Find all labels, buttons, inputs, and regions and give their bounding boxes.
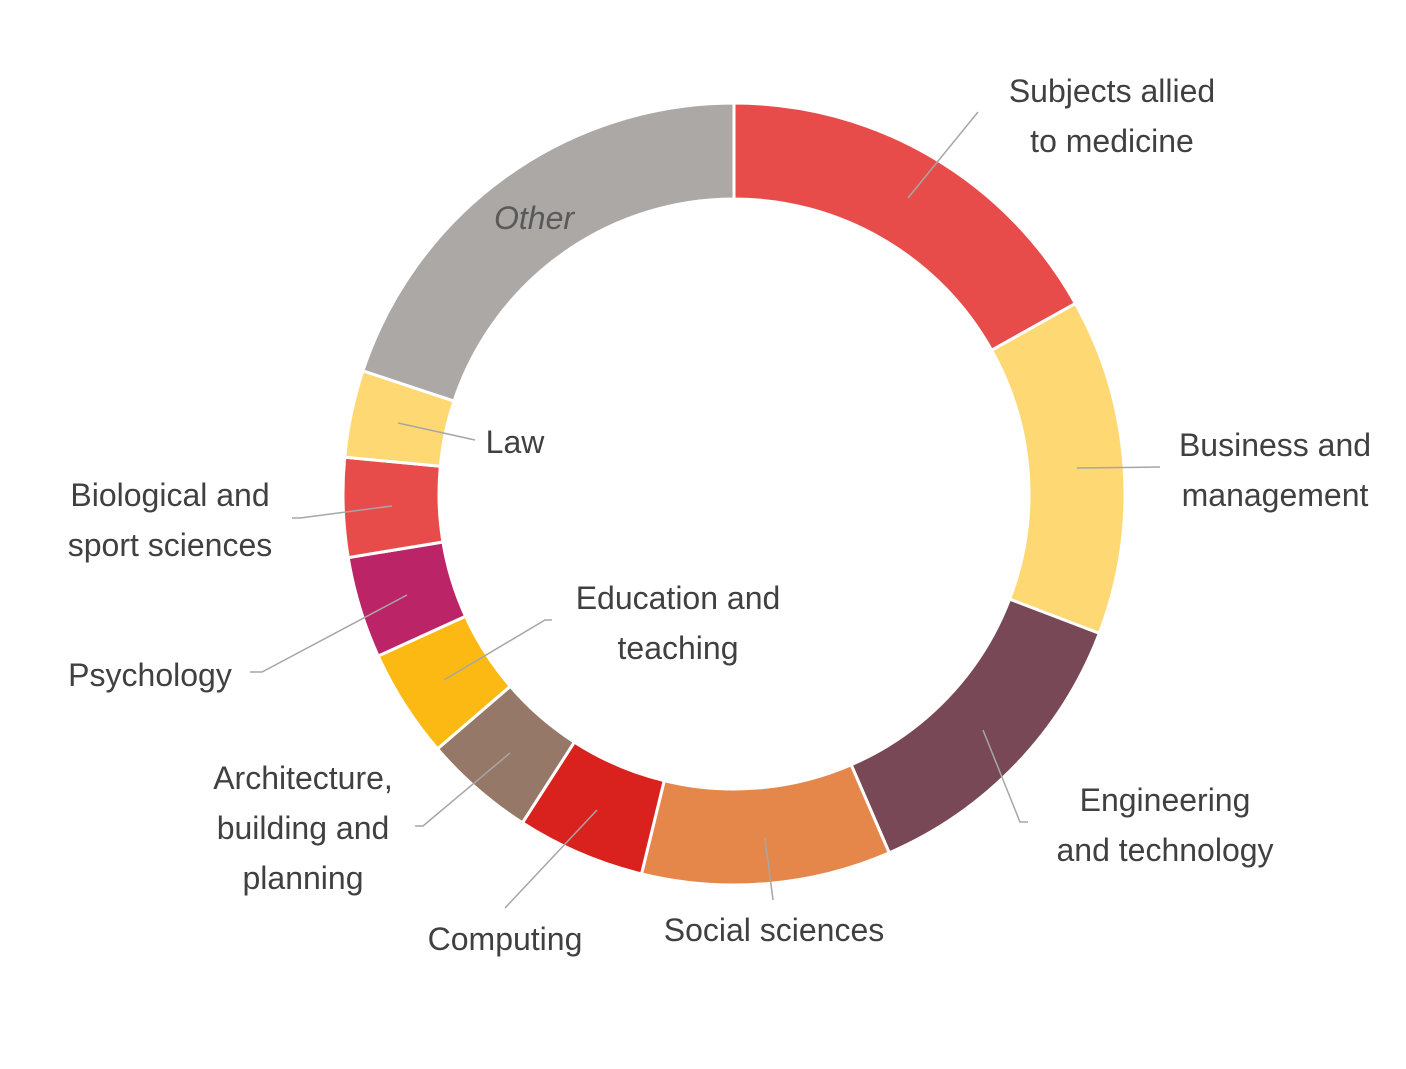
leader-line bbox=[292, 505, 393, 519]
leader-line bbox=[415, 752, 511, 827]
category-label: Education and teaching bbox=[575, 580, 781, 666]
leader-line bbox=[250, 594, 408, 673]
category-label: Engineering and technology bbox=[1056, 782, 1274, 868]
category-label: Computing bbox=[427, 921, 583, 957]
category-label: Other bbox=[493, 200, 575, 236]
leader-line bbox=[504, 809, 598, 909]
category-label: Biological and sport sciences bbox=[67, 477, 273, 563]
donut-segment bbox=[361, 101, 736, 403]
leader-line bbox=[764, 837, 774, 901]
category-label: Social sciences bbox=[663, 912, 885, 948]
category-label: Law bbox=[485, 424, 545, 460]
donut-segment bbox=[341, 455, 445, 560]
leader-line bbox=[1076, 466, 1161, 469]
leader-line bbox=[982, 729, 1028, 823]
category-label: Business and management bbox=[1178, 427, 1372, 513]
category-label: Subjects allied to medicine bbox=[1008, 73, 1216, 159]
donut-segment bbox=[989, 301, 1127, 636]
leader-line bbox=[397, 422, 476, 441]
category-label: Architecture, building and planning bbox=[213, 760, 393, 896]
donut-segment bbox=[639, 762, 892, 887]
leader-line bbox=[907, 111, 979, 199]
leader-line bbox=[443, 619, 552, 681]
category-label: Psychology bbox=[68, 657, 232, 693]
